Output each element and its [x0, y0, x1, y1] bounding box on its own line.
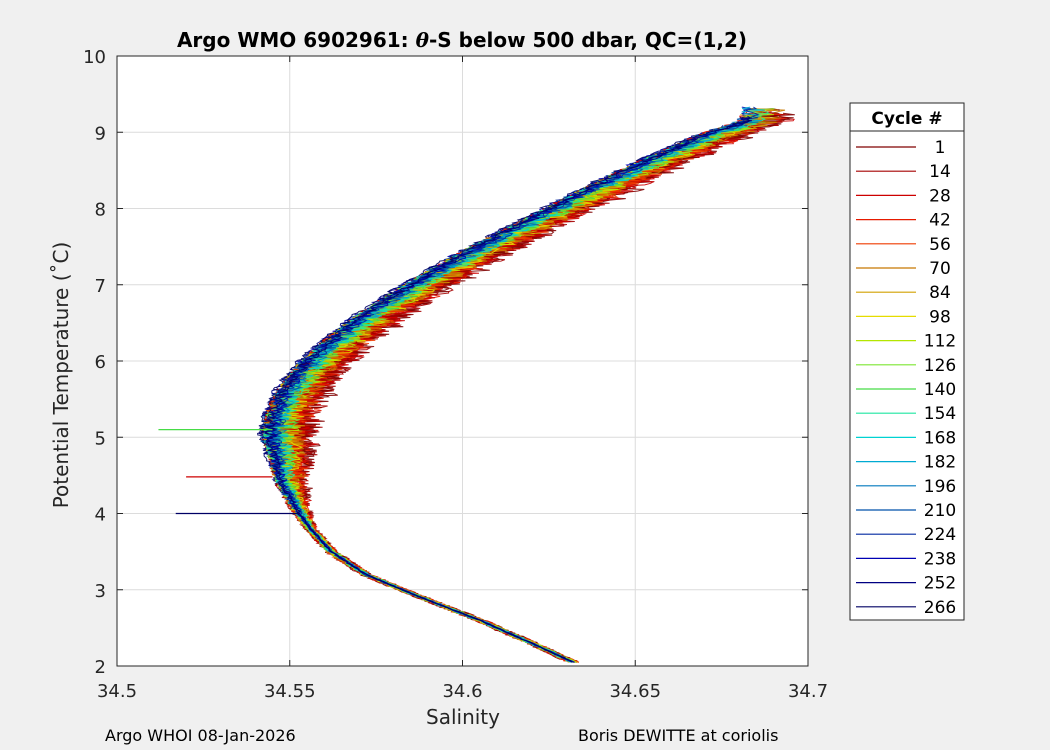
y-tick-label: 6 — [95, 352, 106, 373]
x-tick-label: 34.7 — [788, 681, 828, 702]
legend-label: 168 — [924, 428, 956, 448]
legend-label: 210 — [924, 501, 956, 521]
legend-label: 112 — [924, 332, 956, 352]
legend-label: 42 — [929, 211, 951, 231]
y-tick-label: 4 — [95, 505, 106, 526]
title-prefix: Argo WMO 6902961: — [177, 28, 416, 52]
grid — [117, 56, 808, 666]
cycle-profile-266 — [264, 115, 752, 663]
legend-items: 1 14 28 42 56 70 84 98 112 126 140 154 168 182 196 210 2… — [856, 138, 956, 618]
y-tick-label: 9 — [95, 123, 106, 144]
y-tick-label: 5 — [95, 428, 106, 449]
x-tick-label: 34.6 — [442, 681, 482, 702]
y-axis-label: Potential Temperature (˚C) — [49, 242, 73, 509]
y-tick-label: 8 — [95, 200, 106, 221]
legend-label: 84 — [929, 283, 951, 303]
chart-title: Argo WMO 6902961: θ-S below 500 dbar, QC… — [177, 28, 747, 52]
footer-right: Boris DEWITTE at coriolis — [578, 726, 778, 745]
x-tick-label: 34.55 — [264, 681, 316, 702]
legend-label: 238 — [924, 549, 956, 569]
legend-label: 182 — [924, 453, 956, 473]
title-theta-symbol: θ — [416, 28, 430, 52]
legend-label: 1 — [935, 138, 946, 158]
legend-label: 126 — [924, 356, 956, 376]
legend-label: 196 — [924, 477, 956, 497]
legend-label: 70 — [929, 259, 951, 279]
legend-label: 56 — [929, 235, 951, 255]
ticks: 34.5 34.55 34.6 34.65 34.7 2 3 4 5 6 7 8 9 10 — [83, 47, 828, 702]
legend-title: Cycle # — [871, 109, 942, 129]
legend-label: 154 — [924, 404, 956, 424]
legend-label: 252 — [924, 574, 956, 594]
legend-label: 140 — [924, 380, 956, 400]
legend-label: 28 — [929, 186, 951, 206]
x-tick-label: 34.5 — [97, 681, 137, 702]
y-tick-label: 3 — [95, 581, 106, 602]
x-axis-label: Salinity — [426, 705, 500, 729]
legend-label: 14 — [929, 162, 951, 182]
y-tick-label: 10 — [83, 47, 106, 68]
legend: Cycle # 1 14 28 42 56 70 84 98 112 126 140 154 168 18… — [849, 102, 965, 621]
footer-left: Argo WHOI 08-Jan-2026 — [105, 726, 296, 745]
legend-label: 98 — [929, 307, 951, 327]
x-tick-label: 34.65 — [609, 681, 661, 702]
legend-label: 224 — [924, 525, 956, 545]
cycle-profile-1 — [263, 112, 795, 663]
title-suffix: -S below 500 dbar, QC=(1,2) — [429, 28, 747, 52]
legend-label: 266 — [924, 598, 956, 618]
y-tick-label: 7 — [95, 276, 106, 297]
y-tick-label: 2 — [95, 657, 106, 678]
data-layer — [158, 106, 796, 663]
